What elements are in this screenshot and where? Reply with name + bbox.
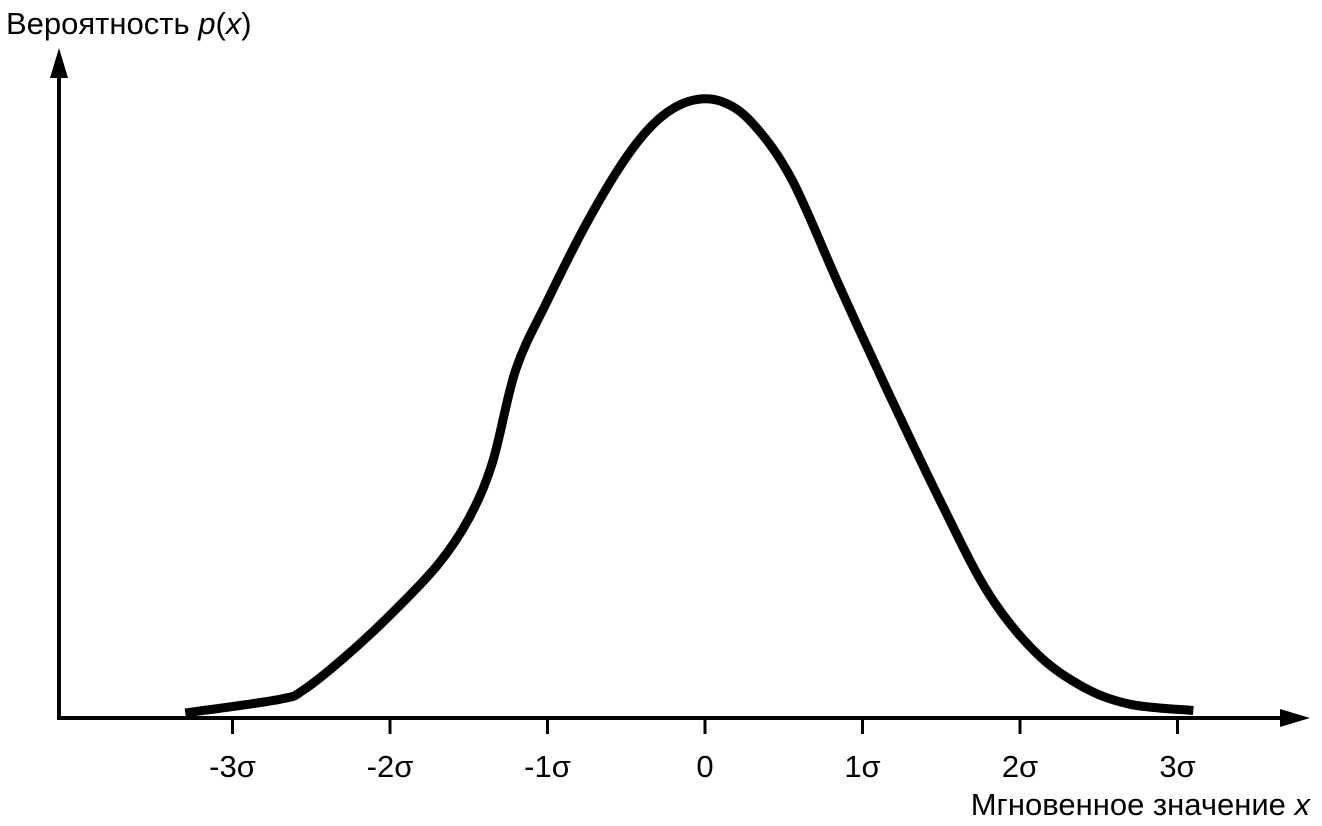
y-axis-label: Вероятность p(x) [6, 6, 252, 41]
x-tick-label: -3σ [209, 749, 256, 784]
x-tick-label: 0 [696, 749, 713, 784]
x-axis-label: Мгновенное значение x [971, 787, 1312, 822]
x-tick-label: -1σ [524, 749, 571, 784]
x-tick-label: 3σ [1159, 749, 1195, 784]
x-axis-label-text: Мгновенное значение [971, 787, 1295, 822]
x-tick-label: 1σ [844, 749, 880, 784]
y-axis-label-paren-close: ) [241, 6, 251, 41]
distribution-curve [184, 94, 1194, 718]
x-tick-label: -2σ [367, 749, 414, 784]
y-axis-arrow [50, 48, 68, 78]
y-axis-label-prefix: Вероятность [6, 6, 198, 41]
x-axis-arrow [1280, 709, 1310, 727]
y-axis-label-func: p [197, 6, 215, 41]
y-axis-label-paren-open: ( [215, 6, 226, 41]
x-tick-label: 2σ [1002, 749, 1038, 784]
x-axis-ticks: -3σ -2σ -1σ 0 1σ 2σ 3σ [209, 718, 1196, 784]
y-axis-label-var: x [224, 6, 243, 41]
x-axis-label-var: x [1293, 787, 1312, 822]
